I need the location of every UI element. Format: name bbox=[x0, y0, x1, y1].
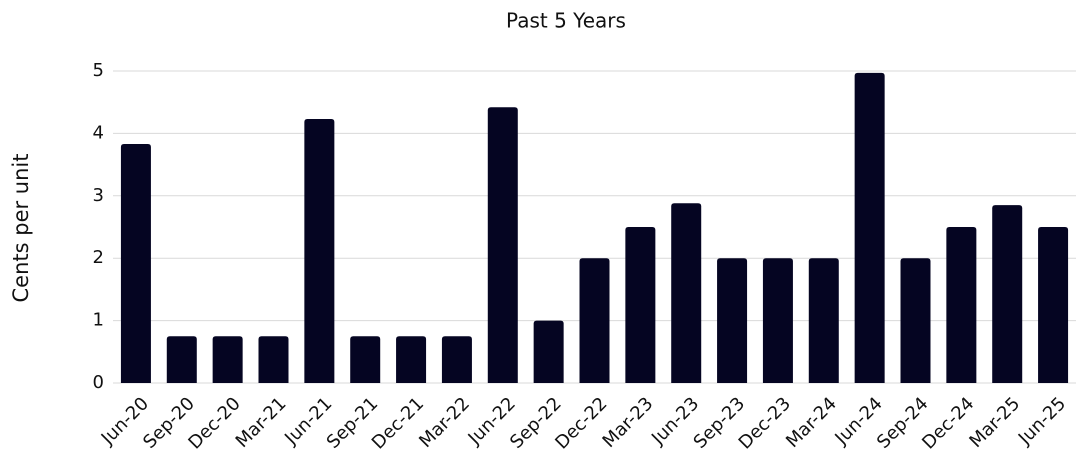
bar bbox=[212, 336, 243, 383]
y-tick-label: 3 bbox=[93, 185, 104, 206]
x-tick-label: Dec-23 bbox=[735, 393, 795, 453]
bar bbox=[1038, 227, 1069, 383]
bar bbox=[166, 336, 197, 383]
bar bbox=[900, 258, 931, 383]
bar bbox=[487, 107, 518, 383]
bar bbox=[808, 258, 839, 383]
bar bbox=[579, 258, 610, 383]
x-tick-label: Dec-22 bbox=[551, 393, 611, 453]
bar bbox=[762, 258, 793, 383]
x-tick-label: Mar-25 bbox=[965, 393, 1024, 452]
x-tick-label: Jun-25 bbox=[1014, 393, 1070, 449]
bar bbox=[854, 72, 885, 383]
chart-title: Past 5 Years bbox=[506, 9, 626, 33]
bar bbox=[304, 119, 335, 383]
y-tick-label: 0 bbox=[93, 372, 104, 393]
bar bbox=[441, 336, 472, 383]
x-tick-label: Dec-20 bbox=[184, 393, 244, 453]
x-tick-label: Dec-21 bbox=[368, 393, 428, 453]
bar bbox=[625, 227, 656, 383]
x-tick-label: Mar-21 bbox=[232, 393, 291, 452]
bar bbox=[946, 227, 977, 383]
x-tick-label: Mar-22 bbox=[415, 393, 474, 452]
bar bbox=[992, 205, 1023, 383]
y-tick-label: 2 bbox=[93, 247, 104, 268]
bar bbox=[671, 203, 702, 383]
bar bbox=[717, 258, 748, 383]
bar bbox=[120, 144, 151, 383]
y-tick-label: 1 bbox=[93, 310, 104, 331]
bar bbox=[396, 336, 427, 383]
x-tick-label: Mar-24 bbox=[782, 393, 841, 452]
y-axis-label: Cents per unit bbox=[9, 154, 33, 303]
y-tick-label: 5 bbox=[93, 60, 104, 81]
bar bbox=[350, 336, 381, 383]
x-tick-label: Dec-24 bbox=[918, 393, 978, 453]
bar bbox=[258, 336, 289, 383]
x-tick-label: Mar-23 bbox=[599, 393, 658, 452]
y-tick-label: 4 bbox=[93, 122, 104, 143]
bar bbox=[533, 320, 564, 383]
